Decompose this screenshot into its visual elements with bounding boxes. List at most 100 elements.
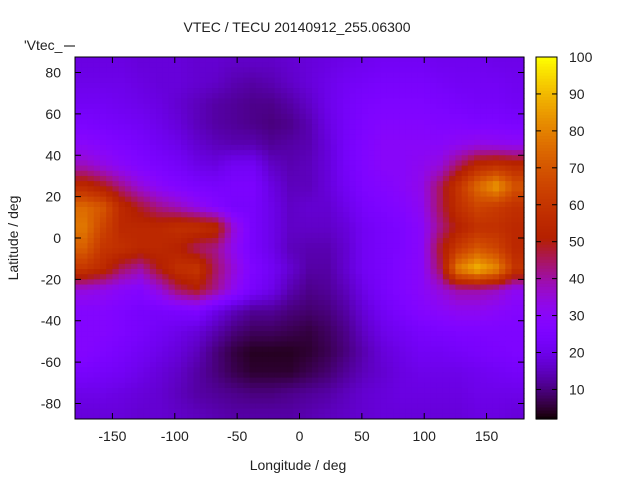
heatmap-cell [499,160,506,167]
heatmap-cell [361,367,369,374]
heatmap-cell [349,155,357,162]
heatmap-cell [280,258,288,265]
heatmap-cell [249,232,257,239]
heatmap-cell [124,413,132,419]
heatmap-cell [205,181,213,187]
heatmap-cell [386,170,394,177]
heatmap-cell [467,57,475,63]
heatmap-cell [324,62,332,68]
heatmap-cell [106,253,114,260]
heatmap-cell [311,315,319,322]
heatmap-cell [355,212,363,218]
heatmap-cell [106,57,114,63]
heatmap-cell [455,279,463,286]
heatmap-cell [118,62,126,68]
heatmap-cell [112,181,120,187]
heatmap-cell [393,305,400,311]
heatmap-cell [305,155,313,162]
heatmap-cell [399,191,407,198]
heatmap-cell [99,57,107,63]
heatmap-cells [75,57,525,419]
heatmap-cell [124,248,132,255]
heatmap-cell [181,181,188,187]
heatmap-cell [131,258,138,265]
heatmap-cell [480,150,488,156]
heatmap-cell [343,103,350,110]
heatmap-cell [287,134,294,141]
heatmap-cell [262,160,269,167]
heatmap-cell [137,113,145,120]
heatmap-cell [480,155,488,162]
heatmap-cell [156,336,163,343]
heatmap-cell [230,315,238,322]
heatmap-cell [349,72,357,79]
heatmap-cell [112,232,120,239]
heatmap-cell [299,320,307,327]
heatmap-cell [467,320,475,327]
heatmap-cell [486,336,494,343]
heatmap-cell [218,320,226,327]
heatmap-cell [262,403,269,410]
heatmap-cell [274,356,282,363]
heatmap-cell [156,248,163,255]
heatmap-cell [349,108,357,115]
heatmap-cell [343,300,350,306]
heatmap-cell [517,62,525,68]
heatmap-cell [336,362,344,368]
heatmap-cell [430,367,438,374]
heatmap-cell [305,289,313,296]
heatmap-cell [486,310,494,317]
heatmap-cell [174,356,182,363]
heatmap-cell [137,119,145,125]
heatmap-cell [455,398,463,405]
heatmap-cell [205,144,213,151]
heatmap-cell [299,362,307,368]
heatmap-cell [224,320,232,327]
heatmap-cell [324,331,332,337]
heatmap-cell [442,232,450,239]
heatmap-cell [393,310,400,317]
heatmap-cell [330,331,338,337]
heatmap-cell [87,129,95,136]
heatmap-cell [361,57,369,63]
heatmap-cell [255,289,263,296]
heatmap-cell [287,186,294,193]
heatmap-cell [424,150,432,156]
heatmap-cell [505,232,513,239]
heatmap-cell [205,77,213,84]
heatmap-cell [368,155,375,162]
heatmap-cell [386,82,394,89]
heatmap-cell [486,72,494,79]
heatmap-cell [336,356,344,363]
heatmap-cell [162,186,170,193]
heatmap-cell [442,201,450,208]
heatmap-cell [131,217,138,224]
heatmap-cell [187,108,195,115]
heatmap-cell [449,113,457,120]
heatmap-cell [349,175,357,182]
heatmap-cell [492,150,500,156]
heatmap-cell [193,108,201,115]
heatmap-cell [243,93,251,99]
heatmap-cell [436,356,444,363]
heatmap-cell [343,294,350,301]
heatmap-cell [212,372,220,379]
heatmap-cell [355,222,363,229]
heatmap-cell [399,155,407,162]
heatmap-cell [474,232,481,239]
heatmap-cell [268,356,276,363]
heatmap-cell [311,206,319,213]
heatmap-cell [224,408,232,415]
heatmap-cell [93,165,101,172]
heatmap-cell [336,88,344,94]
heatmap-cell [349,393,357,399]
heatmap-cell [349,238,357,244]
heatmap-cell [293,310,301,317]
heatmap-cell [361,155,369,162]
heatmap-cell [361,377,369,384]
heatmap-cell [280,170,288,177]
heatmap-cell [405,212,413,218]
heatmap-cell [124,382,132,389]
heatmap-cell [218,212,226,218]
heatmap-cell [268,238,276,244]
